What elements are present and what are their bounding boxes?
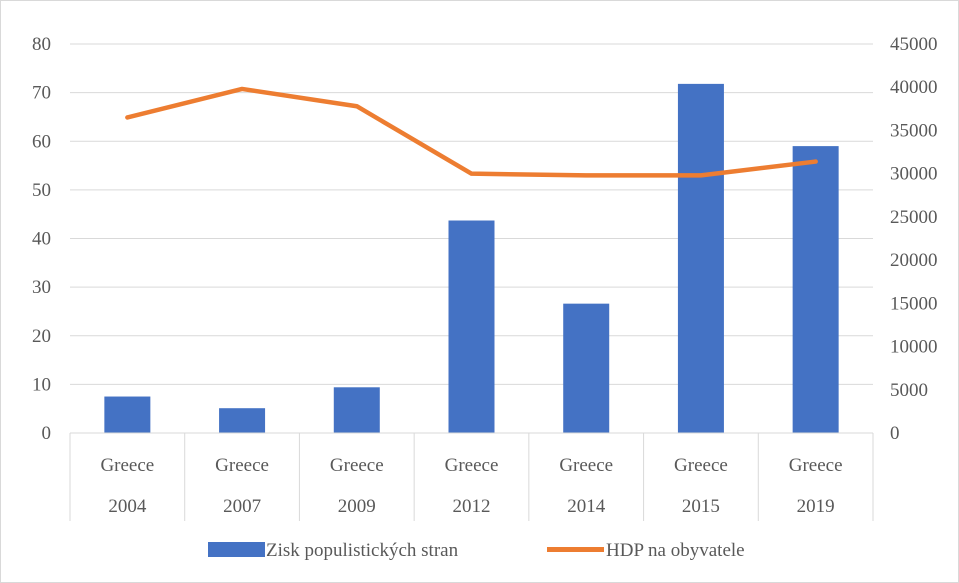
category-group-label: Greece [330, 455, 384, 476]
right-tick-label: 5000 [890, 380, 928, 401]
bar [563, 303, 610, 433]
category-group-label: Greece [789, 455, 843, 476]
legend-label-line: HDP na obyvatele [606, 540, 745, 561]
right-tick-label: 0 [890, 423, 900, 444]
right-tick-label: 35000 [890, 120, 938, 141]
left-tick-label: 10 [32, 374, 51, 395]
category-group-label: Greece [674, 455, 728, 476]
bar [448, 220, 495, 433]
bar [219, 408, 266, 433]
category-group-label: Greece [445, 455, 499, 476]
left-tick-label: 50 [32, 180, 51, 201]
right-tick-label: 45000 [890, 34, 938, 55]
right-tick-label: 10000 [890, 337, 938, 358]
category-axis: Greece 2004 Greece 2007 Greece 2009 Greece 2012… [69, 432, 874, 521]
category-group-label: Greece [559, 455, 613, 476]
category-year-label: 2004 [108, 496, 147, 517]
category-year-label: 2007 [223, 496, 261, 517]
category-year-label: 2015 [682, 496, 720, 517]
left-axis-ticks: 0 10 20 30 40 50 60 70 80 [32, 34, 51, 444]
bar-series [104, 83, 839, 434]
left-tick-label: 40 [32, 229, 51, 250]
legend-label-bar: Zisk populistických stran [266, 540, 459, 561]
category-year-label: 2009 [338, 496, 376, 517]
category-year-label: 2014 [567, 496, 606, 517]
line-series [125, 86, 818, 178]
bar [677, 83, 724, 433]
left-tick-label: 80 [32, 34, 51, 55]
category-group-label: Greece [100, 455, 154, 476]
bar [104, 396, 151, 433]
left-tick-label: 0 [42, 423, 52, 444]
right-axis-ticks: 0 5000 10000 15000 20000 25000 30000 35000 40000… [890, 34, 938, 444]
category-group-label: Greece [215, 455, 269, 476]
legend: Zisk populistických stran HDP na obyvate… [208, 540, 745, 561]
right-tick-label: 15000 [890, 293, 938, 314]
right-tick-label: 25000 [890, 207, 938, 228]
left-tick-label: 30 [32, 277, 51, 298]
right-tick-label: 20000 [890, 250, 938, 271]
right-tick-label: 40000 [890, 77, 938, 98]
left-tick-label: 60 [32, 131, 51, 152]
legend-swatch-bar [208, 542, 265, 557]
right-tick-label: 30000 [890, 164, 938, 185]
left-tick-label: 20 [32, 326, 51, 347]
gridlines [70, 43, 873, 385]
category-year-label: 2012 [453, 496, 491, 517]
category-year-label: 2019 [797, 496, 835, 517]
left-tick-label: 70 [32, 83, 51, 104]
bar [333, 387, 380, 433]
bar [792, 146, 839, 434]
